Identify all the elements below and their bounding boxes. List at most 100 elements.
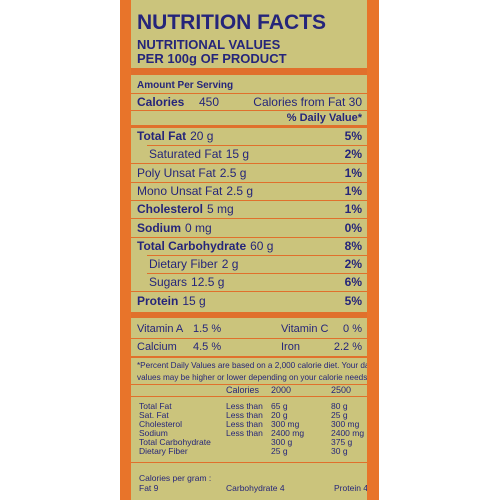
footnote: *Percent Daily Values are based on a 2,0… xyxy=(137,360,367,370)
table-cell: Less than xyxy=(226,400,263,411)
nutrient-name: Sodium xyxy=(137,220,181,235)
daily-value: 2% xyxy=(344,257,362,272)
table-cell: 300 mg xyxy=(331,418,360,429)
nutrient-amount: 60 g xyxy=(250,238,274,253)
calories-label: Calories xyxy=(137,95,185,109)
nutrient-amount: 5 mg xyxy=(207,202,234,217)
rule xyxy=(131,218,367,220)
per-gram-item: Protein 4 xyxy=(334,482,367,493)
table-cell: Less than xyxy=(226,427,263,438)
rule xyxy=(131,236,367,238)
nutrient-amount: 15 g xyxy=(225,147,250,162)
rule xyxy=(147,254,367,256)
table-cell: 65 g xyxy=(271,400,288,411)
nutrient-name: Saturated Fat xyxy=(149,147,222,162)
vitamin-value: 2.2 % xyxy=(333,340,362,353)
daily-value: 5% xyxy=(344,129,362,143)
nutrient-name: Dietary Fiber xyxy=(149,257,218,272)
rule xyxy=(131,356,367,358)
daily-value: 6% xyxy=(344,275,362,290)
dv-header: % Daily Value* xyxy=(286,111,362,124)
title: NUTRITION FACTS xyxy=(137,10,326,34)
table-cell: Total Fat xyxy=(139,400,172,411)
vitamin-name: Vitamin C xyxy=(281,322,329,335)
table-cell: 30 g xyxy=(331,445,348,456)
rule xyxy=(131,291,367,293)
vitamin-value: 0 % xyxy=(343,322,362,335)
rule xyxy=(131,338,367,339)
nutrient-amount: 15 g xyxy=(182,293,206,308)
rule xyxy=(147,145,367,146)
vitamin-value: 4.5 % xyxy=(193,340,222,353)
footnote: values may be higher or lower depending … xyxy=(137,372,367,382)
table-cell: Cholesterol xyxy=(139,418,182,429)
rule xyxy=(131,384,367,385)
table-cell: Sodium xyxy=(139,427,168,438)
serving-label: Amount Per Serving xyxy=(137,80,234,91)
table-header: 2000 xyxy=(271,384,292,395)
table-cell: Less than xyxy=(226,418,263,429)
vitamin-name: Calcium xyxy=(137,340,177,353)
table-header: 2500 xyxy=(331,384,352,395)
nutrient-amount: 20 g xyxy=(190,129,214,143)
nutrient-name: Mono Unsat Fat xyxy=(137,183,223,198)
nutrient-amount: 0 mg xyxy=(185,220,212,235)
table-cell: Total Carbohydrate xyxy=(139,436,211,447)
nutrient-amount: 2.5 g xyxy=(226,183,254,198)
vitamin-name: Iron xyxy=(281,340,300,353)
daily-value: 8% xyxy=(344,238,362,253)
rule xyxy=(147,273,367,275)
package-edge xyxy=(120,0,131,500)
table-cell: 20 g xyxy=(271,409,288,420)
calories-value: 450 xyxy=(199,95,220,109)
table-cell: 375 g xyxy=(331,436,353,447)
rule xyxy=(131,93,367,94)
rule xyxy=(131,312,367,318)
subtitle: NUTRITIONAL VALUES xyxy=(137,36,281,52)
per-gram-item: Carbohydrate 4 xyxy=(226,482,285,493)
nutrient-name: Sugars xyxy=(149,275,188,290)
daily-value: 1% xyxy=(344,202,362,217)
per-gram-label: Calories per gram : xyxy=(139,472,212,483)
table-cell: Dietary Fiber xyxy=(139,445,188,456)
rule xyxy=(131,396,367,397)
fat-calories: Calories from Fat 30 xyxy=(253,95,362,109)
daily-value: 5% xyxy=(344,293,362,308)
daily-value: 1% xyxy=(344,183,362,198)
table-cell: 300 mg xyxy=(271,418,300,429)
nutrient-amount: 12.5 g xyxy=(191,275,225,290)
daily-value: 1% xyxy=(344,165,362,180)
daily-value: 2% xyxy=(344,147,362,162)
nutrient-name: Total Fat xyxy=(137,129,187,143)
table-cell: 2400 mg xyxy=(331,427,365,438)
vitamin-name: Vitamin A xyxy=(137,322,184,335)
nutrient-name: Protein xyxy=(137,293,179,308)
nutrient-name: Cholesterol xyxy=(137,202,204,217)
nutrient-amount: 2.5 g xyxy=(219,165,247,180)
rule xyxy=(131,181,367,183)
rule xyxy=(131,125,367,128)
table-cell: 80 g xyxy=(331,400,348,411)
table-cell: 300 g xyxy=(271,436,293,447)
nutrition-label: NUTRITION FACTS NUTRITIONAL VALUES PER 100… xyxy=(131,0,367,500)
rule xyxy=(131,199,367,201)
table-cell: 25 g xyxy=(331,409,348,420)
daily-value: 0% xyxy=(344,220,362,235)
table-header: Calories xyxy=(226,384,260,395)
vitamin-value: 1.5 % xyxy=(193,322,222,335)
rule xyxy=(131,163,367,165)
per-gram-item: Fat 9 xyxy=(139,482,159,493)
rule xyxy=(131,462,367,463)
nutrient-amount: 2 g xyxy=(221,257,239,272)
nutrient-name: Total Carbohydrate xyxy=(137,238,247,253)
table-cell: 25 g xyxy=(271,445,288,456)
subtitle: PER 100g OF PRODUCT xyxy=(137,50,287,66)
package-edge xyxy=(367,0,379,500)
table-cell: Sat. Fat xyxy=(139,409,169,420)
rule xyxy=(131,68,367,75)
nutrient-name: Poly Unsat Fat xyxy=(137,165,216,180)
table-cell: Less than xyxy=(226,409,263,420)
table-cell: 2400 mg xyxy=(271,427,305,438)
rule xyxy=(131,110,367,111)
